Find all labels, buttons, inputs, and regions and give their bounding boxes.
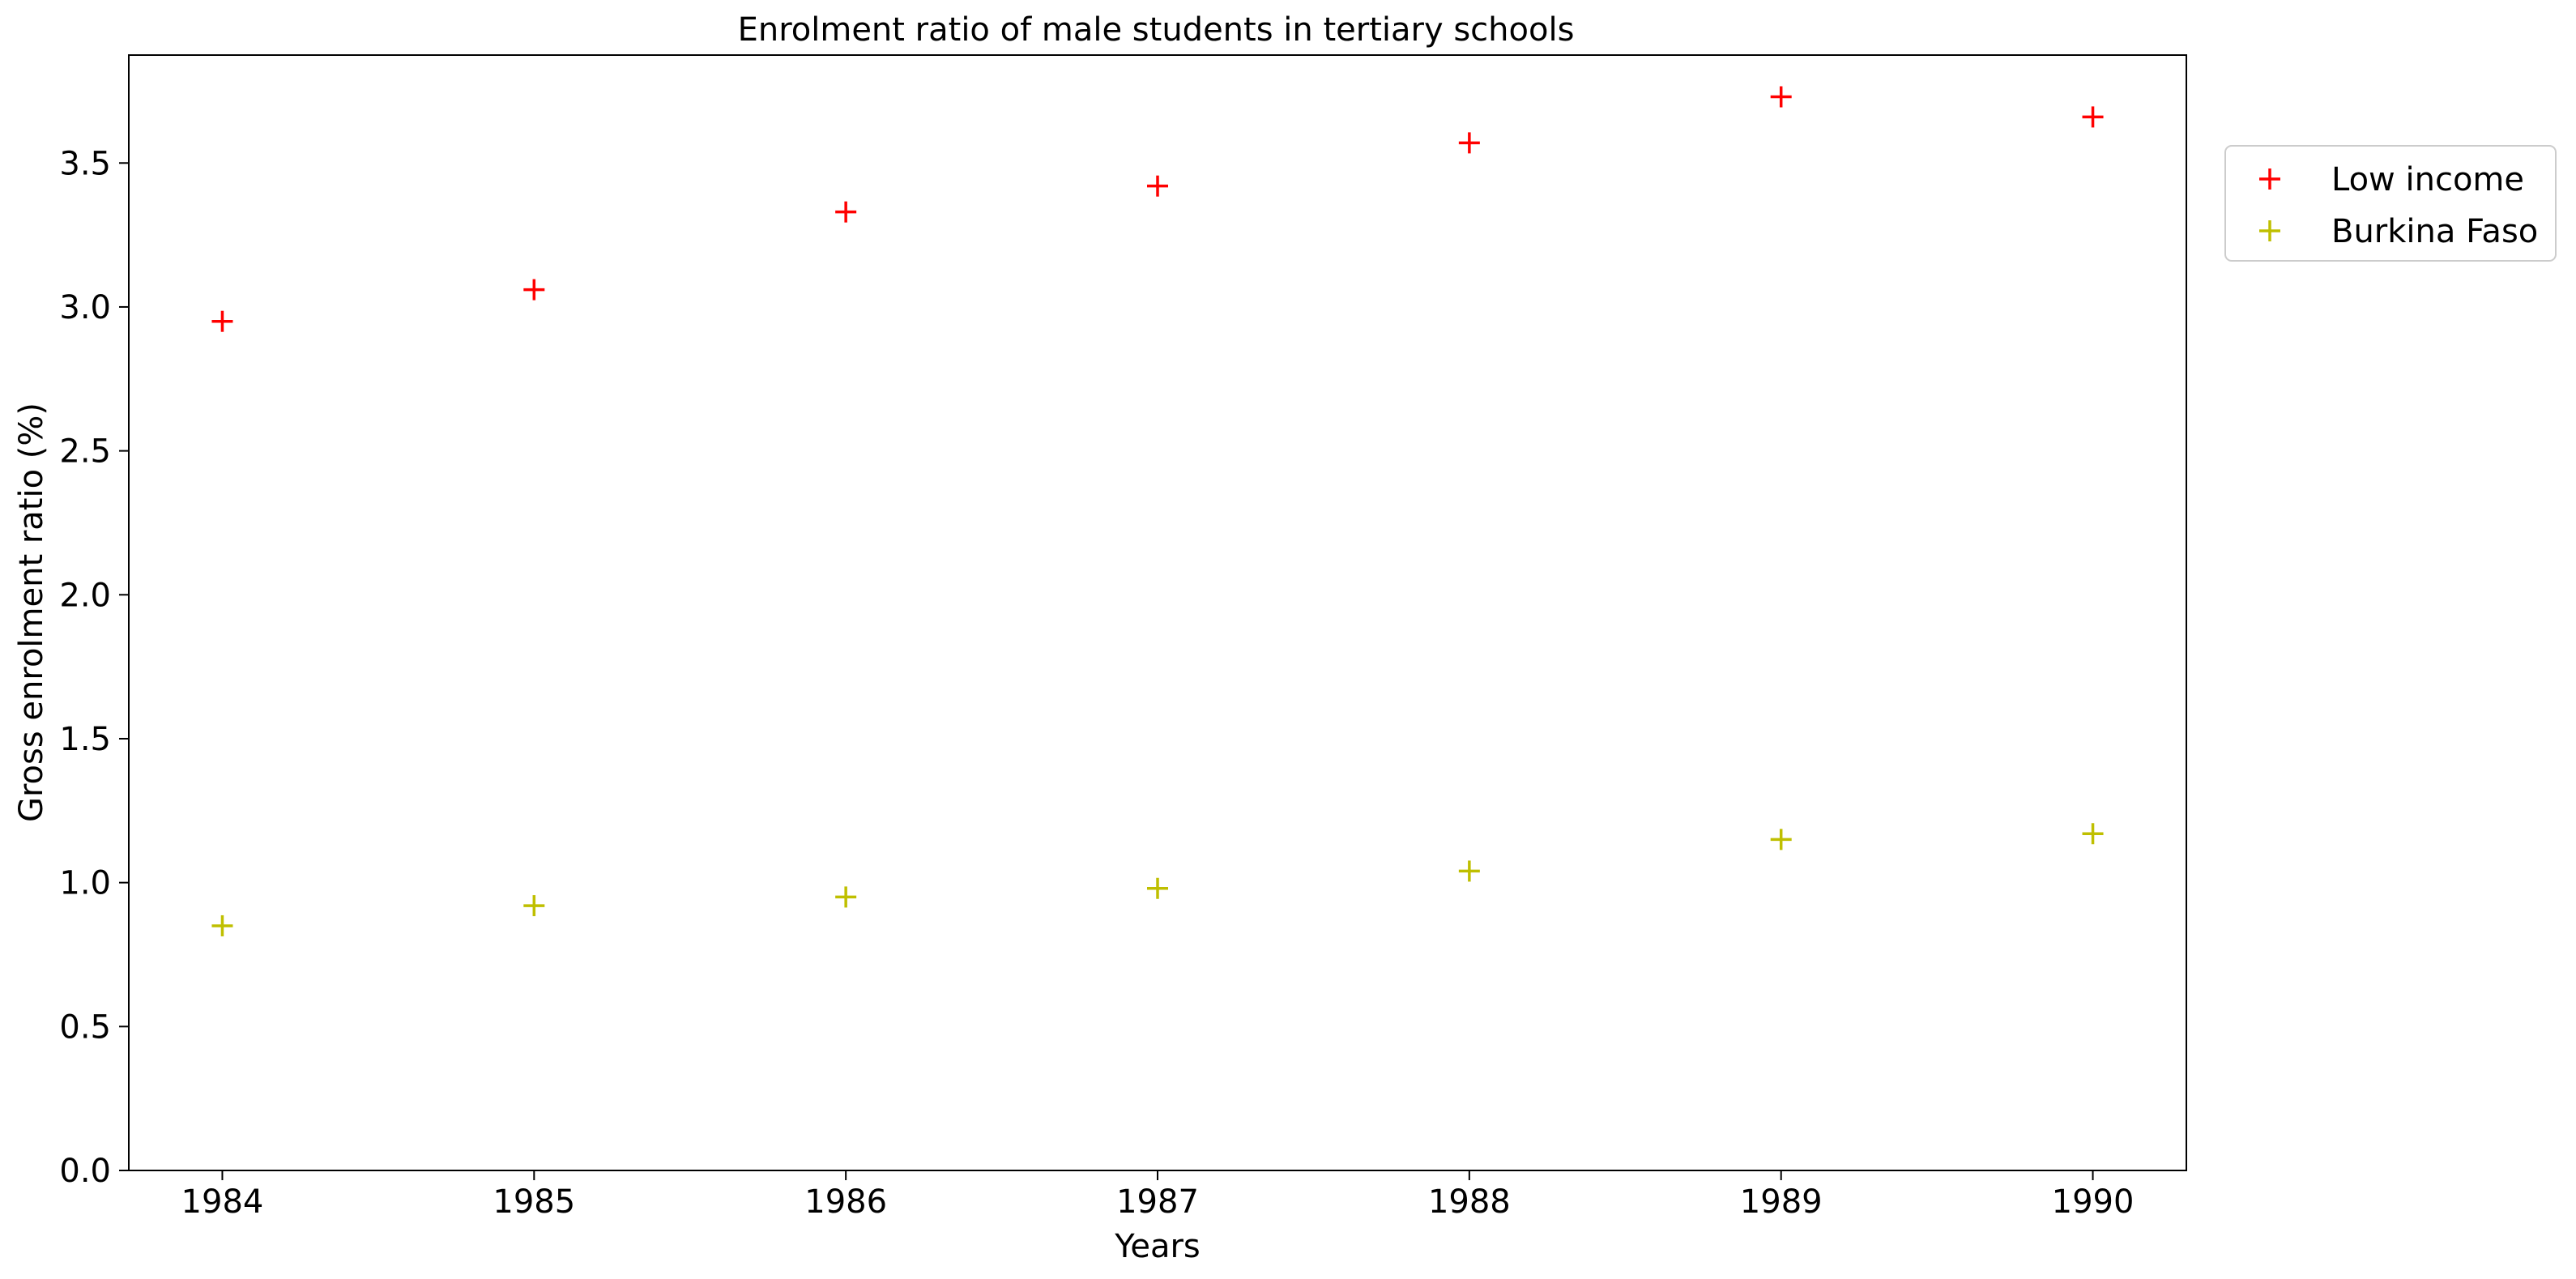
y-tick-label: 3.0 [59,289,111,326]
x-tick-label: 1984 [181,1183,264,1221]
legend-label: Burkina Faso [2331,213,2538,250]
data-points [211,86,2104,936]
data-point-low-income [523,279,545,301]
y-tick-label: 2.0 [59,577,111,614]
data-point-low-income [835,201,857,223]
legend-label: Low income [2331,161,2524,198]
y-tick-label: 3.5 [59,145,111,182]
y-axis: 0.0 0.5 1.0 1.5 2.0 2.5 3.0 3.5 [59,145,129,1190]
legend-box [2224,145,2557,262]
data-point-burkina-faso [2082,823,2104,845]
x-tick-label: 1987 [1116,1183,1199,1221]
x-tick-label: 1989 [1740,1183,1823,1221]
data-point-low-income [211,310,233,332]
y-tick-label: 0.5 [59,1008,111,1046]
legend: Low income Burkina Faso [2224,145,2557,262]
y-tick-label: 0.0 [59,1153,111,1190]
data-point-burkina-faso [1458,860,1480,882]
data-point-low-income [1770,86,1792,108]
x-axis-label: Years [1114,1228,1201,1265]
y-tick-label: 2.5 [59,433,111,471]
data-point-low-income [2082,106,2104,128]
y-tick-label: 1.5 [59,721,111,758]
legend-marker [2259,220,2280,241]
x-tick-label: 1988 [1428,1183,1511,1221]
chart-title: Enrolment ratio of male students in tert… [738,11,1575,49]
data-point-low-income [1147,175,1168,197]
x-tick-label: 1990 [2052,1183,2135,1221]
x-axis: 1984 1985 1986 1987 1988 1989 1990 [181,1170,2135,1221]
data-point-burkina-faso [1147,877,1168,899]
y-tick-label: 1.0 [59,865,111,902]
plot-area [128,54,2187,1171]
data-point-burkina-faso [835,886,857,908]
legend-marker [2259,168,2280,190]
data-point-burkina-faso [211,914,233,936]
x-tick-label: 1985 [493,1183,575,1221]
data-point-burkina-faso [1770,829,1792,851]
data-point-burkina-faso [523,895,545,917]
y-axis-label: Gross enrolment ratio (%) [13,403,50,822]
x-tick-label: 1986 [804,1183,887,1221]
data-point-low-income [1458,132,1480,154]
